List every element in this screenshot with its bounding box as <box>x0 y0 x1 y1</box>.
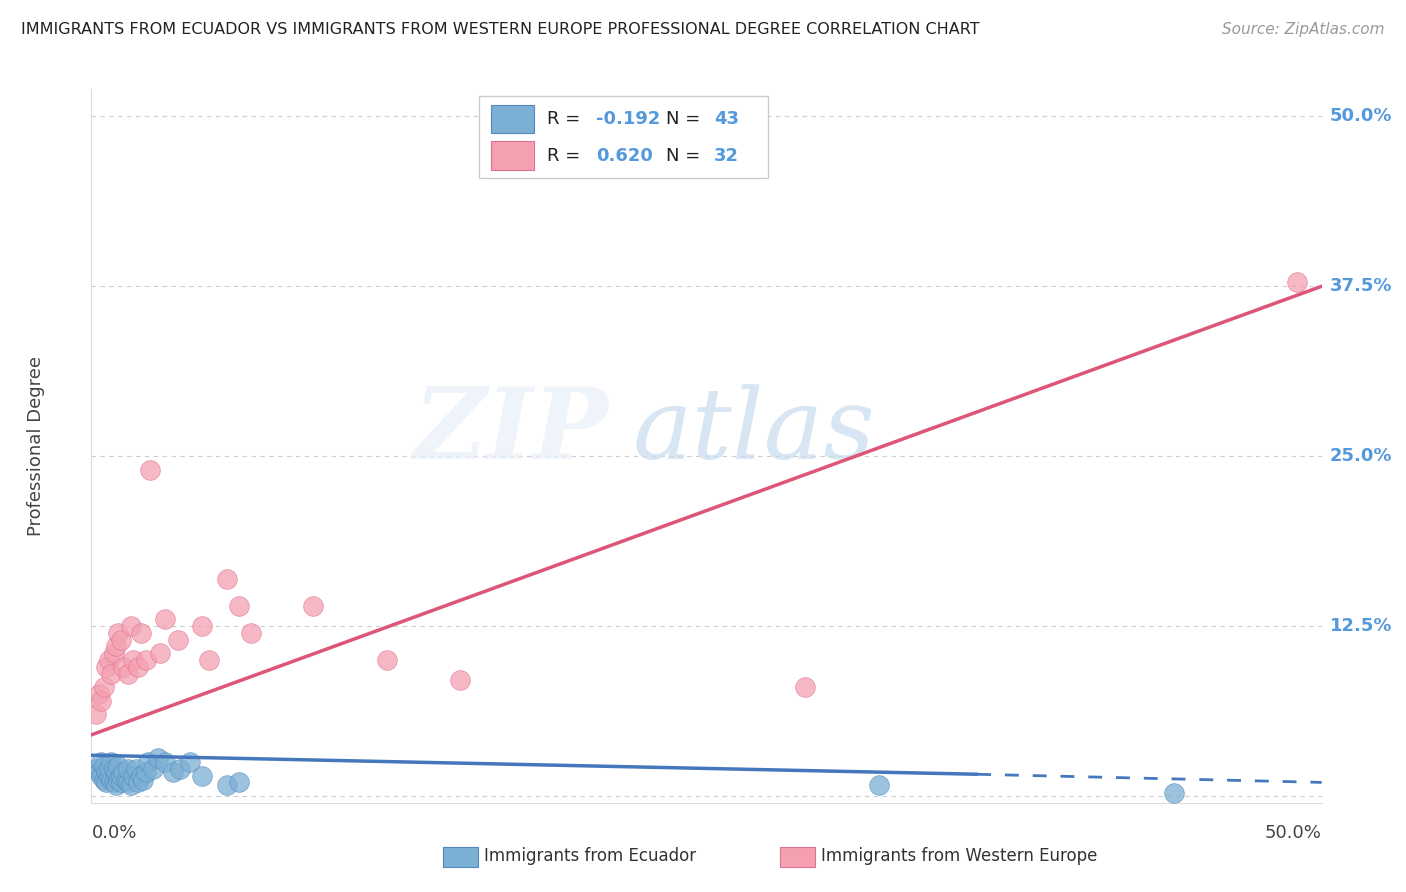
Point <box>153 755 177 769</box>
Point <box>793 680 815 694</box>
Point <box>129 769 152 783</box>
Point <box>97 762 120 776</box>
Point <box>162 764 184 779</box>
Text: Professional Degree: Professional Degree <box>27 356 45 536</box>
Point <box>110 632 132 647</box>
Text: 0.0%: 0.0% <box>91 824 136 842</box>
Point <box>120 778 142 792</box>
Point <box>1163 786 1185 800</box>
Point <box>103 646 125 660</box>
Point <box>90 694 112 708</box>
Point <box>107 772 129 787</box>
Point <box>117 762 139 776</box>
Point <box>868 778 890 792</box>
Point <box>135 653 156 667</box>
Point <box>198 653 221 667</box>
Point <box>105 778 127 792</box>
Text: N =: N = <box>666 146 706 164</box>
Point <box>100 666 122 681</box>
Point <box>301 599 323 613</box>
Point <box>100 755 122 769</box>
Point <box>124 762 146 776</box>
Text: 25.0%: 25.0% <box>1330 447 1392 466</box>
Point <box>96 660 117 674</box>
Point <box>129 626 152 640</box>
Point <box>112 660 135 674</box>
Point <box>90 755 112 769</box>
Point <box>228 599 250 613</box>
Text: Immigrants from Ecuador: Immigrants from Ecuador <box>484 847 696 865</box>
Point <box>139 463 162 477</box>
Text: 0.620: 0.620 <box>596 146 652 164</box>
Point <box>215 778 238 792</box>
Point <box>96 764 117 779</box>
Point <box>215 572 238 586</box>
Bar <box>491 105 534 134</box>
Bar <box>491 141 534 169</box>
Point <box>117 775 139 789</box>
Point <box>142 762 165 776</box>
Text: ZIP: ZIP <box>413 384 607 480</box>
Point <box>97 769 120 783</box>
Point <box>117 666 139 681</box>
Point <box>191 619 214 633</box>
Point <box>449 673 471 688</box>
Point <box>127 775 149 789</box>
Text: 32: 32 <box>714 146 740 164</box>
Text: 37.5%: 37.5% <box>1330 277 1392 295</box>
Point <box>228 775 250 789</box>
Point <box>103 775 125 789</box>
Point <box>110 775 132 789</box>
Text: 50.0%: 50.0% <box>1330 107 1392 126</box>
Text: IMMIGRANTS FROM ECUADOR VS IMMIGRANTS FROM WESTERN EUROPE PROFESSIONAL DEGREE CO: IMMIGRANTS FROM ECUADOR VS IMMIGRANTS FR… <box>21 22 980 37</box>
Bar <box>479 96 768 178</box>
Point <box>1285 275 1308 289</box>
Point <box>107 759 129 773</box>
Point <box>375 653 398 667</box>
Text: atlas: atlas <box>633 384 876 479</box>
Text: Immigrants from Western Europe: Immigrants from Western Europe <box>821 847 1098 865</box>
Point <box>240 626 263 640</box>
Point <box>86 762 108 776</box>
Text: -0.192: -0.192 <box>596 111 661 128</box>
Point <box>146 751 169 765</box>
Point <box>120 619 142 633</box>
Point <box>103 762 125 776</box>
Point <box>153 612 177 626</box>
Point <box>86 707 108 722</box>
Point <box>93 759 115 773</box>
Point <box>136 755 159 769</box>
Point <box>132 772 155 787</box>
Point <box>149 646 172 660</box>
Point <box>105 764 127 779</box>
Point <box>191 769 214 783</box>
Point <box>127 660 149 674</box>
Text: N =: N = <box>666 111 706 128</box>
Point <box>112 764 135 779</box>
Text: R =: R = <box>547 111 585 128</box>
Point <box>122 769 145 783</box>
Point <box>93 772 115 787</box>
Point <box>87 764 110 779</box>
Point <box>135 764 156 779</box>
Point <box>87 687 110 701</box>
Point <box>100 772 122 787</box>
Point <box>122 653 145 667</box>
Text: 50.0%: 50.0% <box>1265 824 1322 842</box>
Point <box>96 775 117 789</box>
Text: 12.5%: 12.5% <box>1330 617 1392 635</box>
Point <box>110 769 132 783</box>
Point <box>107 626 129 640</box>
Point <box>114 772 138 787</box>
Point <box>166 632 188 647</box>
Text: Source: ZipAtlas.com: Source: ZipAtlas.com <box>1222 22 1385 37</box>
Point <box>97 653 120 667</box>
Text: 43: 43 <box>714 111 740 128</box>
Point <box>93 680 115 694</box>
Point <box>169 762 191 776</box>
Point <box>105 640 127 654</box>
Text: R =: R = <box>547 146 585 164</box>
Point <box>90 769 112 783</box>
Point <box>179 755 201 769</box>
